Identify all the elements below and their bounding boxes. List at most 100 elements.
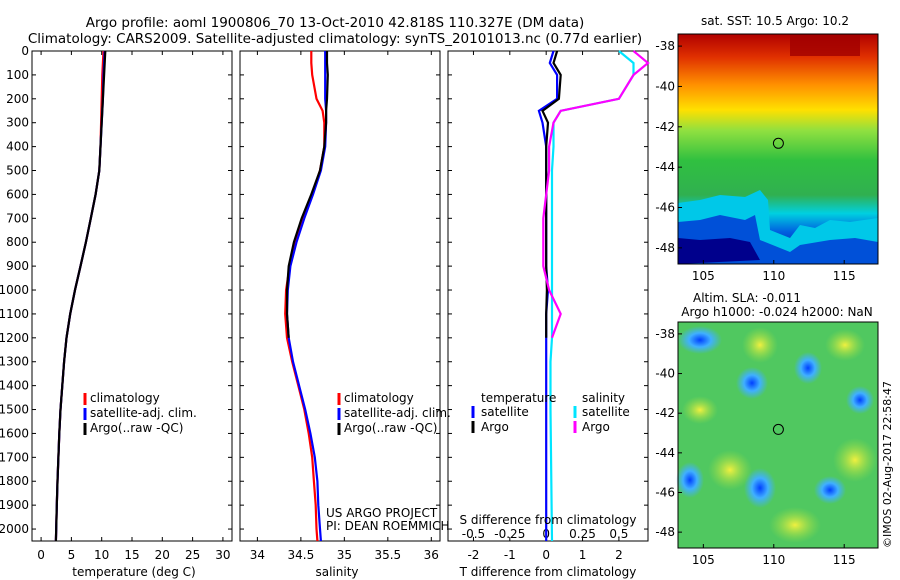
x-top-tick-label: 0.5	[609, 527, 628, 541]
legend-s-argo-label: Argo	[582, 420, 610, 434]
sla-blob	[736, 367, 768, 399]
temperature-panel-frame	[31, 50, 233, 542]
depth-tick-label: 1600	[0, 426, 29, 440]
x-tick-label: 34.5	[288, 548, 315, 562]
x-tick-label: 36	[424, 548, 439, 562]
x-tick-label: 34	[250, 548, 265, 562]
depth-tick-label: 1700	[0, 450, 29, 464]
sst-warm-core	[790, 34, 860, 56]
annotation-pi: PI: DEAN ROEMMICH	[326, 519, 449, 533]
sst-map-axes: 105 110 115 -38 -40 -42 -44 -46 -48	[655, 39, 855, 283]
sla-map-axes: 105 110 115 -38 -40 -42 -44 -46 -48	[655, 327, 855, 567]
sla-argo-marker	[772, 423, 784, 435]
x-tick-label: 0	[37, 548, 45, 562]
temperature-legend: climatology satellite-adj. clim. Argo(..…	[83, 391, 197, 435]
series-line-2	[549, 50, 635, 542]
salinity-panel-frame	[239, 50, 441, 542]
sla-blob	[676, 462, 704, 498]
x-tick-label: 1	[579, 548, 587, 562]
depth-tick-label: 900	[6, 259, 29, 273]
x-tick-label: 15	[124, 548, 139, 562]
legend-temperature-title: temperature	[481, 391, 556, 405]
sst-map	[677, 33, 879, 265]
sla-high	[708, 450, 752, 490]
map-y-tick-label: -40	[655, 79, 675, 93]
sst-coldest	[678, 238, 760, 264]
depth-tick-label: 600	[6, 187, 29, 201]
depth-tick-label: 1900	[0, 498, 29, 512]
depth-tick-label: 1400	[0, 379, 29, 393]
depth-tick-label: 1200	[0, 331, 29, 345]
header-line2: Climatology: CARS2009. Satellite-adjuste…	[28, 31, 642, 47]
header-line1: Argo profile: aoml 1900806_70 13-Oct-201…	[86, 15, 585, 31]
sla-high	[682, 396, 718, 424]
sla-high	[742, 327, 778, 363]
map-y-tick-label: -38	[655, 327, 675, 341]
depth-tick-label: 1300	[0, 355, 29, 369]
sla-map-title: Altim. SLA: -0.011	[693, 291, 801, 305]
depth-axis: 0 100 200 300 400 500 600 700 800 900 1000 1100 1200…	[0, 44, 29, 536]
sst-argo-marker	[772, 137, 784, 149]
map-y-tick-label: -46	[655, 485, 675, 499]
depth-tick-label: 100	[6, 68, 29, 82]
copyright-label: ©IMOS 02-Aug-2017 22:58:47	[881, 381, 894, 548]
depth-tick-label: 1100	[0, 307, 29, 321]
legend-argo-label: Argo(..raw -QC)	[344, 421, 437, 435]
depth-tick-label: 300	[6, 116, 29, 130]
sla-blob	[678, 326, 722, 354]
legend-climatology-label: climatology	[344, 391, 414, 405]
map-y-tick-label: -42	[655, 120, 675, 134]
series-line-1	[54, 50, 106, 542]
x-tick-label: -1	[504, 548, 516, 562]
map-y-tick-label: -48	[655, 241, 675, 255]
series-line-3	[542, 50, 650, 339]
legend-t-argo-label: Argo	[481, 420, 509, 434]
x-tick-label: 35	[337, 548, 352, 562]
x-top-tick-label: 0.25	[569, 527, 596, 541]
sla-map-frame	[677, 321, 879, 549]
series-line-2	[54, 50, 107, 542]
temperature-plot: 0 5 10 15 20 25 30	[32, 50, 232, 562]
map-x-tick-label: 105	[692, 269, 715, 283]
sla-blob	[846, 386, 874, 414]
legend-satellite-label: satellite-adj. clim.	[344, 406, 451, 420]
temperature-axis-label: temperature (deg C)	[72, 565, 195, 579]
series-line-0	[54, 50, 105, 542]
difference-plot: -2 -1 0 1 2-0.5 -0.25 0 0.25 0.5	[448, 50, 650, 562]
sst-map-frame	[677, 33, 879, 265]
map-x-tick-label: 115	[833, 269, 856, 283]
difference-legend: temperature salinity satellite Argo sate…	[471, 391, 630, 434]
legend-satellite-label: satellite-adj. clim.	[90, 406, 197, 420]
legend-climatology-label: climatology	[90, 391, 160, 405]
depth-tick-label: 200	[6, 92, 29, 106]
map-x-tick-label: 105	[692, 553, 715, 567]
map-y-tick-label: -42	[655, 406, 675, 420]
map-x-tick-label: 110	[762, 269, 785, 283]
map-x-tick-label: 115	[833, 553, 856, 567]
sla-blob	[794, 352, 822, 384]
x-tick-label: 25	[185, 548, 200, 562]
depth-tick-label: 1500	[0, 403, 29, 417]
sla-blob	[744, 468, 776, 508]
salinity-axis-label: salinity	[315, 565, 358, 579]
x-top-tick-label: -0.5	[462, 527, 485, 541]
map-y-tick-label: -38	[655, 39, 675, 53]
sla-high	[833, 438, 877, 482]
sst-map-title: sat. SST: 10.5 Argo: 10.2	[701, 14, 849, 28]
sla-map-subtitle: Argo h1000: -0.024 h2000: NaN	[681, 305, 873, 319]
difference-panel-frame	[447, 50, 649, 542]
x-tick-label: 20	[155, 548, 170, 562]
x-tick-label: -2	[467, 548, 479, 562]
x-tick-label: 35.5	[374, 548, 401, 562]
difference-top-axis-label: S difference from climatology	[460, 513, 637, 527]
map-y-tick-label: -40	[655, 367, 675, 381]
x-tick-label: 30	[215, 548, 230, 562]
map-y-tick-label: -44	[655, 160, 675, 174]
depth-tick-label: 1800	[0, 474, 29, 488]
x-top-tick-label: -0.25	[494, 527, 525, 541]
sla-blob	[814, 476, 846, 504]
depth-tick-label: 2000	[0, 522, 29, 536]
depth-tick-label: 500	[6, 164, 29, 178]
depth-tick-label: 400	[6, 140, 29, 154]
